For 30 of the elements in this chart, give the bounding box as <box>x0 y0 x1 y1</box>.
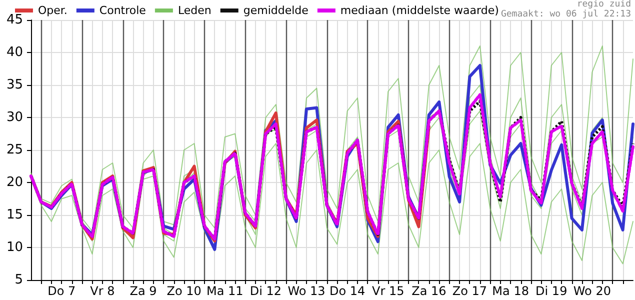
y-tick-label: 40 <box>6 45 23 60</box>
y-tick-label: 15 <box>6 208 23 222</box>
x-tick-label: Vr 8 <box>90 284 115 298</box>
y-tick-label: 30 <box>6 110 23 125</box>
x-tick-label: Zo 17 <box>452 284 488 298</box>
legend-label: mediaan (middelste waarde) <box>340 4 499 17</box>
x-tick-label: Ma 11 <box>206 284 244 298</box>
x-tick-label: Do 14 <box>329 284 366 298</box>
x-tick-label: Di 19 <box>536 284 568 298</box>
y-tick-label: 10 <box>6 240 23 255</box>
text: Gemaakt: wo 06 jul 22:13 <box>500 10 632 20</box>
legend-label: Oper. <box>38 4 68 17</box>
x-tick-label: Vr 15 <box>372 284 404 298</box>
y-tick-label: 35 <box>6 78 23 92</box>
legend-label: gemiddelde <box>243 4 309 17</box>
x-tick-label: Za 9 <box>130 284 157 298</box>
legend-label: Leden <box>178 4 212 17</box>
y-tick-label: 20 <box>6 175 23 190</box>
x-tick-label: Wo 13 <box>288 284 326 298</box>
x-tick-label: Do 7 <box>48 284 76 298</box>
y-tick-label: 25 <box>6 142 23 158</box>
x-tick-label: Za 16 <box>412 284 446 298</box>
legend-label: Controle <box>99 4 146 17</box>
x-tick-label: Zo 10 <box>166 284 202 298</box>
x-tick-label: Wo 20 <box>573 284 611 298</box>
y-tick-label: 5 <box>14 272 23 288</box>
y-tick-label: 45 <box>6 12 23 28</box>
text: regio zuid <box>576 0 632 10</box>
x-tick-label: Ma 18 <box>492 284 529 298</box>
x-tick-label: Di 12 <box>250 284 282 298</box>
